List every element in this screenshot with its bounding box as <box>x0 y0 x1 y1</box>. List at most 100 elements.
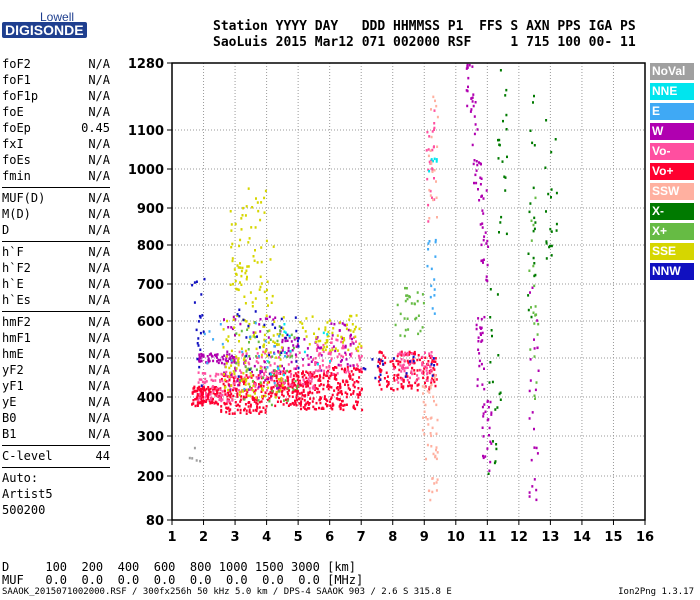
data-point <box>344 324 347 327</box>
data-point <box>533 427 535 431</box>
data-point <box>433 145 435 148</box>
data-point <box>486 239 489 243</box>
legend-entry: X+ <box>650 223 694 240</box>
data-point <box>267 304 269 307</box>
data-point <box>300 407 302 411</box>
data-point <box>305 381 308 384</box>
data-point <box>266 360 269 363</box>
data-point <box>238 390 241 394</box>
data-point <box>342 355 345 359</box>
data-point <box>300 400 303 403</box>
data-point <box>248 382 251 386</box>
data-point <box>263 366 266 369</box>
data-point <box>302 390 305 393</box>
data-point <box>235 356 238 360</box>
digisonde-logo: DIGISONDE <box>2 22 87 38</box>
data-point <box>275 371 278 374</box>
data-point <box>555 229 558 232</box>
data-point <box>279 370 282 373</box>
data-point <box>527 308 530 312</box>
data-point <box>422 392 424 395</box>
data-point <box>429 386 432 390</box>
data-point <box>330 372 333 375</box>
data-point <box>378 358 381 361</box>
data-point <box>491 334 493 338</box>
data-point <box>325 398 328 401</box>
data-point <box>249 394 252 398</box>
param-row: hmF1 N/A <box>2 331 110 347</box>
x-tick-label: 10 <box>447 530 465 545</box>
data-point <box>278 396 280 400</box>
data-point <box>343 367 346 371</box>
data-point <box>307 357 310 360</box>
data-point <box>360 368 363 371</box>
data-point <box>429 371 432 374</box>
data-point <box>251 301 254 304</box>
data-point <box>475 327 478 331</box>
data-point <box>202 391 204 394</box>
data-point <box>436 216 438 219</box>
data-point <box>219 323 222 326</box>
data-point <box>407 328 410 331</box>
data-point <box>194 404 197 408</box>
data-point <box>240 228 243 231</box>
data-point <box>242 377 245 381</box>
data-point <box>382 354 385 357</box>
data-point <box>199 316 202 319</box>
data-point <box>234 375 237 379</box>
data-point <box>345 395 348 399</box>
data-point <box>238 383 241 387</box>
data-point <box>433 157 436 161</box>
data-point <box>537 322 540 326</box>
data-point <box>371 358 374 361</box>
data-point <box>535 446 538 450</box>
data-point <box>191 392 194 395</box>
data-point <box>342 344 345 347</box>
data-point <box>234 367 237 370</box>
data-point <box>545 257 548 260</box>
data-point <box>231 242 234 246</box>
data-point <box>270 371 273 374</box>
data-point <box>343 370 346 374</box>
data-point <box>548 245 551 249</box>
param-separator <box>2 187 110 188</box>
data-point <box>305 385 308 388</box>
data-point <box>306 354 309 357</box>
data-point <box>336 334 339 337</box>
data-point <box>380 358 383 362</box>
data-point <box>314 384 317 387</box>
data-point <box>244 355 247 358</box>
data-point <box>284 331 287 334</box>
data-point <box>287 349 290 353</box>
data-point <box>327 387 330 391</box>
data-point <box>272 245 275 248</box>
data-point <box>233 372 236 376</box>
data-point <box>273 379 276 383</box>
data-point <box>492 440 494 443</box>
data-point <box>411 366 414 370</box>
data-point <box>357 380 360 384</box>
data-point <box>255 383 257 386</box>
data-point <box>226 392 229 395</box>
data-point <box>326 321 329 324</box>
data-point <box>296 387 298 390</box>
data-point <box>432 198 435 202</box>
data-point <box>429 417 432 420</box>
data-point <box>232 315 235 319</box>
data-point <box>401 367 404 371</box>
data-point <box>304 382 307 386</box>
data-point <box>199 459 202 463</box>
data-point <box>270 388 273 391</box>
data-point <box>417 354 420 357</box>
data-point <box>403 369 406 373</box>
data-point <box>407 352 409 355</box>
data-point <box>240 378 243 381</box>
data-point <box>355 340 357 343</box>
data-point <box>550 254 553 257</box>
data-point <box>289 350 292 353</box>
data-point <box>343 338 346 342</box>
data-point <box>429 149 432 152</box>
data-point <box>322 343 325 347</box>
data-point <box>221 390 224 393</box>
data-point <box>505 88 508 92</box>
